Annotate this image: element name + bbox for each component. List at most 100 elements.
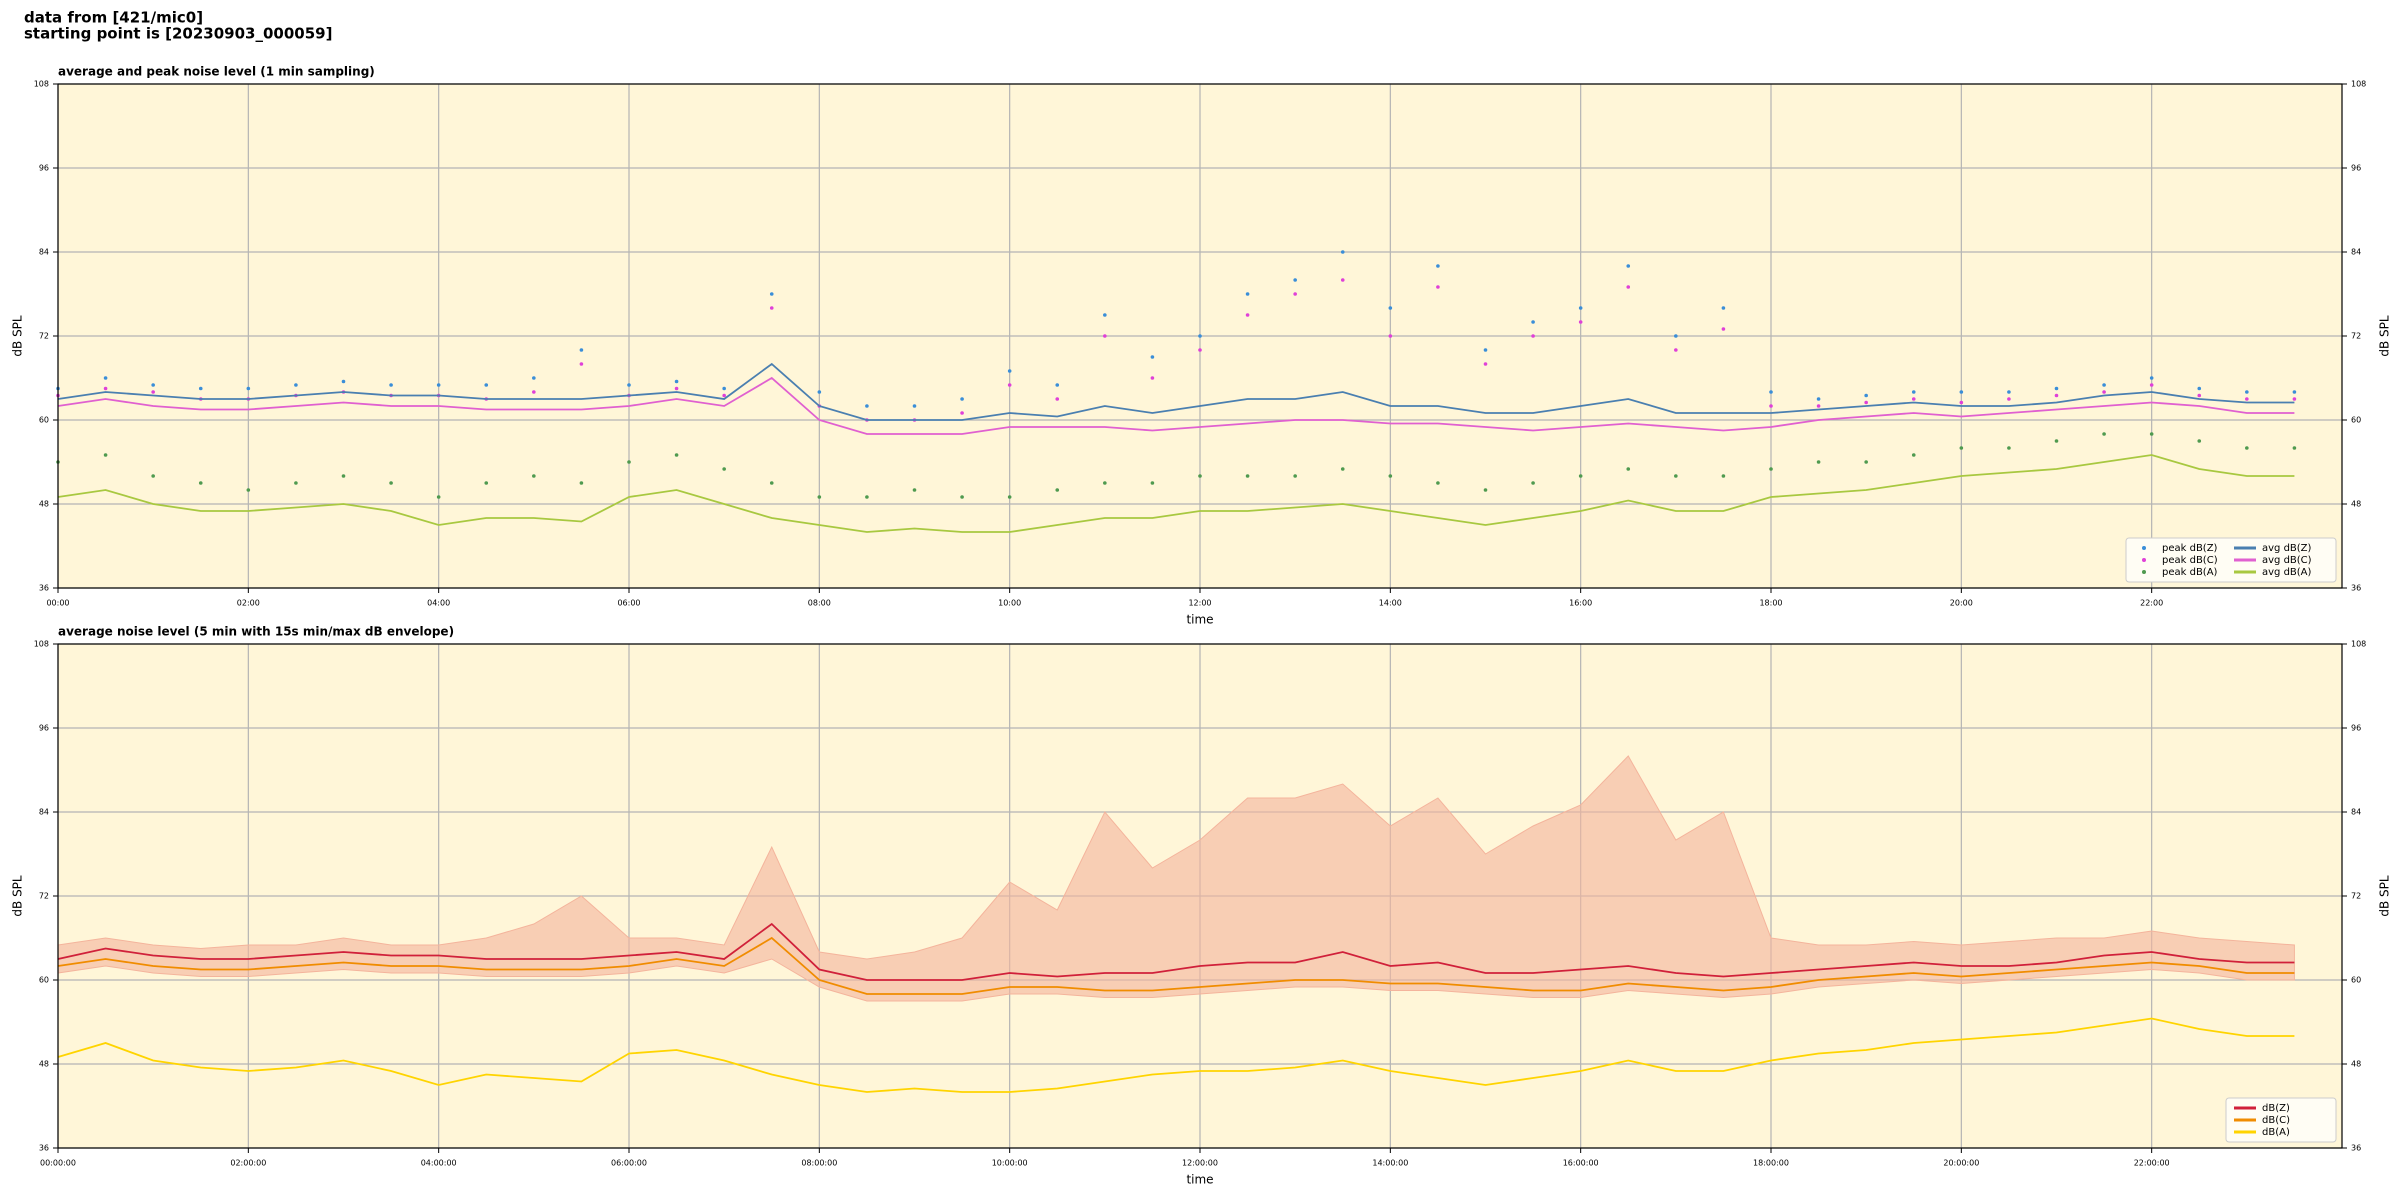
y-tick-label: 84 bbox=[2351, 808, 2361, 817]
x-tick-label: 00:00:00 bbox=[40, 1159, 76, 1168]
peak-point bbox=[2054, 393, 2059, 398]
y-tick-label: 108 bbox=[2351, 80, 2366, 89]
peak-point bbox=[151, 390, 155, 394]
y-tick-label: 48 bbox=[39, 500, 49, 509]
y-tick-label: 36 bbox=[39, 1144, 49, 1153]
peak-point bbox=[1293, 292, 1297, 296]
peak-point bbox=[1769, 467, 1773, 471]
y-tick-label: 48 bbox=[39, 1060, 49, 1069]
x-tick-label: 02:00 bbox=[237, 599, 260, 608]
y-tick-label: 36 bbox=[2351, 1144, 2361, 1153]
peak-point bbox=[1911, 390, 1916, 394]
peak-point bbox=[2102, 383, 2106, 387]
y-tick-label: 36 bbox=[2351, 584, 2361, 593]
y-tick-label: 96 bbox=[39, 724, 49, 733]
plot-frame bbox=[57, 83, 2343, 589]
peak-point bbox=[2197, 439, 2202, 443]
peak-point bbox=[341, 379, 346, 384]
x-tick-label: 04:00:00 bbox=[421, 1159, 457, 1168]
x-tick-label: 18:00:00 bbox=[1753, 1159, 1789, 1168]
peak-point bbox=[1340, 250, 1345, 254]
peak-point bbox=[1483, 362, 1488, 366]
peak-point bbox=[1769, 404, 1773, 408]
panel-title: average and peak noise level (1 min samp… bbox=[58, 65, 375, 79]
peak-point bbox=[960, 411, 964, 415]
peak-point bbox=[2149, 432, 2154, 436]
peak-point bbox=[627, 460, 631, 464]
peak-point bbox=[103, 376, 108, 380]
y-tick-label: 36 bbox=[39, 584, 49, 593]
y-tick-label: 72 bbox=[2351, 892, 2361, 901]
peak-point bbox=[1103, 313, 1107, 317]
x-tick-label: 22:00:00 bbox=[2134, 1159, 2170, 1168]
peak-point bbox=[246, 488, 251, 492]
y-tick-label: 108 bbox=[2351, 640, 2366, 649]
peak-point bbox=[1959, 446, 1964, 450]
peak-point bbox=[1245, 474, 1250, 478]
y-tick-label: 72 bbox=[2351, 332, 2361, 341]
peak-point bbox=[1864, 400, 1868, 405]
peak-point bbox=[960, 495, 964, 499]
x-tick-label: 08:00:00 bbox=[801, 1159, 837, 1168]
peak-point bbox=[2245, 446, 2249, 450]
peak-point bbox=[1340, 467, 1345, 471]
peak-point bbox=[579, 481, 584, 485]
legend-label: dB(A) bbox=[2262, 1127, 2290, 1138]
peak-point bbox=[1055, 488, 1060, 492]
plot-frame bbox=[57, 643, 2343, 1149]
peak-point bbox=[769, 292, 774, 296]
peak-point bbox=[436, 383, 441, 387]
peak-point bbox=[1864, 393, 1868, 398]
x-tick-label: 02:00:00 bbox=[230, 1159, 266, 1168]
peak-point bbox=[1007, 495, 1012, 499]
peak-point bbox=[1388, 474, 1393, 478]
y-axis-label: dB SPL bbox=[2378, 315, 2392, 357]
x-tick-label: 20:00:00 bbox=[1943, 1159, 1979, 1168]
peak-point bbox=[579, 362, 584, 366]
peak-point bbox=[722, 386, 726, 391]
x-tick-label: 16:00 bbox=[1569, 599, 1592, 608]
legend-label: dB(C) bbox=[2262, 1115, 2290, 1126]
peak-point bbox=[2007, 446, 2011, 450]
x-tick-label: 10:00:00 bbox=[992, 1159, 1028, 1168]
x-tick-label: 08:00 bbox=[808, 599, 831, 608]
y-tick-label: 84 bbox=[39, 808, 49, 817]
legend-box bbox=[2125, 537, 2337, 583]
x-tick-label: 04:00 bbox=[427, 599, 450, 608]
x-tick-label: 22:00 bbox=[2140, 599, 2163, 608]
legend-label: dB(Z) bbox=[2262, 1103, 2290, 1114]
peak-point bbox=[722, 467, 726, 471]
y-tick-label: 96 bbox=[2351, 724, 2361, 733]
peak-point bbox=[1674, 348, 1678, 352]
peak-point bbox=[960, 397, 964, 401]
peak-point bbox=[1578, 474, 1583, 478]
peak-point bbox=[532, 376, 536, 380]
y-tick-label: 72 bbox=[39, 332, 49, 341]
peak-point bbox=[532, 390, 536, 394]
peak-point bbox=[1816, 397, 1821, 401]
peak-point bbox=[674, 453, 679, 457]
peak-point bbox=[912, 404, 917, 408]
legend-label: avg dB(Z) bbox=[2262, 543, 2312, 554]
peak-point bbox=[817, 390, 822, 394]
legend: dB(Z)dB(C)dB(A) bbox=[2225, 1097, 2337, 1143]
y-tick-label: 60 bbox=[2351, 976, 2361, 985]
x-tick-label: 06:00 bbox=[617, 599, 640, 608]
peak-point bbox=[1055, 397, 1060, 401]
peak-point bbox=[1626, 264, 1631, 268]
peak-point bbox=[769, 306, 774, 310]
peak-point bbox=[1531, 320, 1535, 324]
peak-point bbox=[2245, 397, 2249, 401]
peak-point bbox=[865, 495, 869, 499]
peak-point bbox=[2197, 386, 2202, 391]
peak-point bbox=[151, 474, 155, 478]
peak-point bbox=[1769, 390, 1773, 394]
x-tick-label: 14:00:00 bbox=[1372, 1159, 1408, 1168]
peak-point bbox=[1293, 474, 1297, 478]
peak-point bbox=[1674, 474, 1678, 478]
peak-point bbox=[674, 386, 679, 391]
peak-point bbox=[532, 474, 536, 478]
peak-point bbox=[2292, 390, 2297, 394]
y-tick-label: 84 bbox=[39, 248, 49, 257]
